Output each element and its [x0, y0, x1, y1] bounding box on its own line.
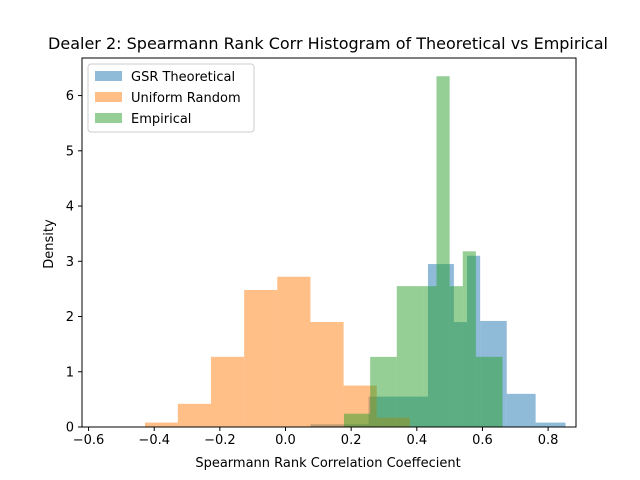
legend-label: Empirical: [131, 112, 191, 127]
x-tick-label: 0.0: [275, 433, 296, 448]
histogram-bar: [423, 286, 437, 427]
histogram-bar: [449, 286, 463, 427]
histogram-bar: [310, 322, 344, 427]
legend-label: Uniform Random: [131, 91, 241, 106]
histogram-bar: [177, 403, 211, 427]
histogram-bar: [210, 356, 245, 427]
y-tick-label: 5: [66, 144, 74, 159]
histogram-bar: [244, 290, 278, 427]
legend-swatch: [95, 92, 122, 102]
y-tick-label: 6: [66, 89, 74, 104]
histogram-bar: [396, 286, 424, 427]
legend-frame: [87, 63, 255, 133]
legend-swatch: [95, 113, 122, 123]
histogram-bar: [506, 393, 536, 427]
axes-frame: [81, 57, 577, 428]
histogram-bar: [436, 76, 450, 428]
histogram-bar: [343, 413, 371, 427]
y-tick-label: 1: [66, 365, 74, 380]
histogram-bar: [535, 422, 566, 427]
x-tick-label: 0.2: [341, 433, 362, 448]
y-tick-label: 2: [66, 310, 74, 325]
x-tick-label: 0.4: [406, 433, 427, 448]
y-tick-label: 3: [66, 255, 74, 270]
histogram-bar: [370, 356, 397, 427]
legend-label: GSR Theoretical: [131, 70, 235, 85]
y-tick-label: 0: [66, 421, 74, 436]
histogram-bar: [277, 276, 311, 427]
plot-area: −0.6 −0.4 −0.2 0.0 0.2 0.4 0.6 0.8 0 1 2 3 4 5 6: [66, 57, 577, 448]
series-uniform-random: [145, 276, 410, 427]
x-tick-label: −0.2: [204, 433, 236, 448]
x-tick-label: 0.6: [472, 433, 493, 448]
x-tick-label: −0.4: [138, 433, 170, 448]
histogram-bar: [462, 251, 476, 427]
legend: GSR Theoretical Uniform Random Empirical: [87, 63, 255, 133]
x-axis-label: Spearmann Rank Correlation Coeffecient: [195, 456, 460, 471]
histogram-bar: [475, 356, 503, 427]
legend-swatch: [95, 71, 122, 81]
chart-title: Dealer 2: Spearmann Rank Corr Histogram …: [48, 34, 608, 53]
x-tick-label: −0.6: [73, 433, 105, 448]
y-tick-label: 4: [66, 200, 74, 215]
y-axis-label: Density: [42, 219, 57, 269]
x-tick-label: 0.8: [538, 433, 559, 448]
histogram-bar: [145, 422, 178, 427]
series-empirical: [343, 76, 503, 428]
